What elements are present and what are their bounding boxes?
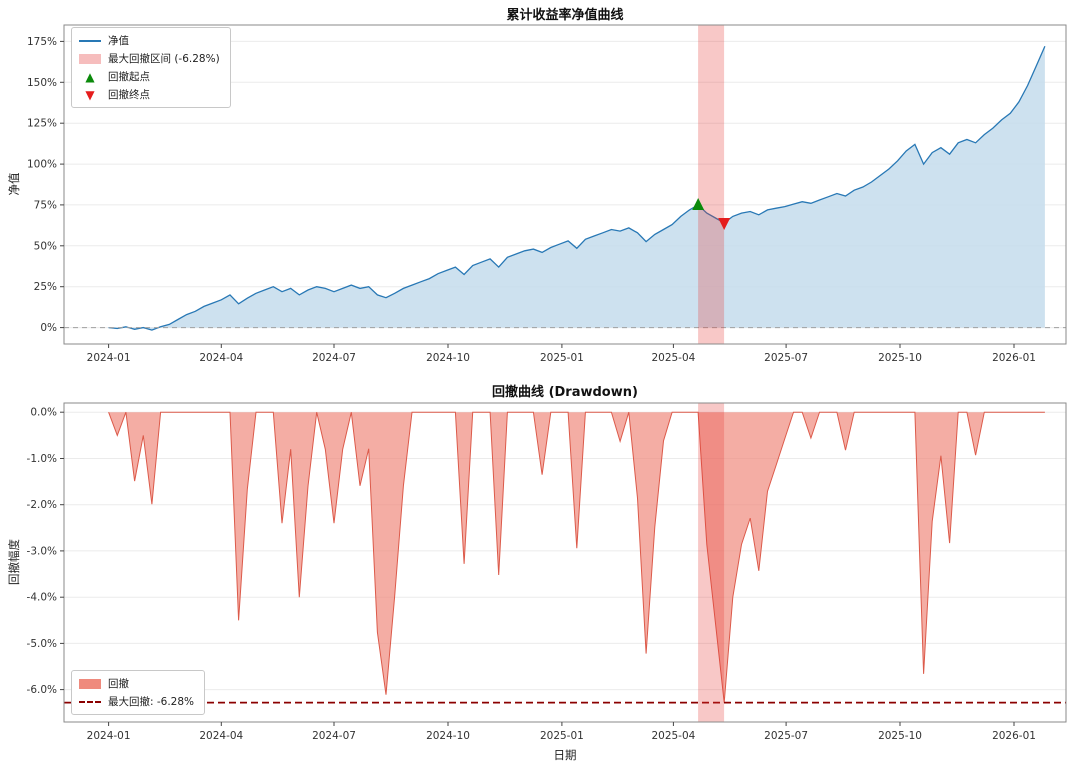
x-tick-label: 2025-07: [764, 352, 808, 364]
x-tick-label: 2024-07: [312, 730, 356, 742]
y-tick-label: 0%: [40, 322, 57, 334]
y-tick-label: 75%: [34, 199, 57, 211]
y-tick-label: -2.0%: [27, 499, 57, 511]
y-tick-label: 175%: [27, 36, 57, 48]
legend-label: 回撤: [108, 678, 129, 690]
max-drawdown-band: [698, 25, 725, 344]
legend-item: 最大回撤: -6.28%: [79, 694, 194, 709]
legend-triangle-down-glyph: ▼: [85, 87, 95, 102]
x-tick-label: 2024-07: [312, 352, 356, 364]
plot-frame: [63, 402, 1067, 723]
net-value-legend: 净值最大回撤区间 (-6.28%) ▲ 回撤起点 ▼ 回撤终点: [71, 27, 231, 108]
legend-item: 回撤: [79, 676, 194, 691]
y-tick-label: 0.0%: [30, 407, 57, 419]
net-value-plot-area: 0% 25% 50% 75% 100% 125% 150% 175% 2024-01 2024-0…: [27, 24, 1067, 364]
net-value-line: [108, 46, 1046, 331]
y-tick-label: 125%: [27, 118, 57, 130]
x-tick-label: 2024-10: [426, 730, 470, 742]
drawdown-start-marker: [692, 197, 705, 210]
net-value-y-axis-label: 净值: [7, 172, 21, 196]
x-tick-label: 2026-01: [992, 352, 1036, 364]
legend-patch-glyph: [79, 53, 101, 64]
legend-label: 回撤起点: [108, 71, 150, 83]
x-tick-label: 2024-01: [87, 730, 131, 742]
y-tick-label: -3.0%: [27, 545, 57, 557]
y-tick-label: 50%: [34, 240, 57, 252]
y-tick-label: 25%: [34, 281, 57, 293]
y-tick-label: -5.0%: [27, 638, 57, 650]
legend-triangle-up-glyph: ▲: [85, 69, 95, 84]
legend-item: ▼ 回撤终点: [79, 87, 220, 102]
legend-label: 净值: [108, 35, 129, 47]
x-tick-label: 2024-04: [199, 730, 243, 742]
plot-frame: [63, 24, 1067, 345]
x-tick-label: 2026-01: [992, 730, 1036, 742]
net-value-chart: 0% 25% 50% 75% 100% 125% 150% 175% 2024-01 2024-0…: [0, 0, 1080, 375]
x-tick-label: 2025-10: [878, 352, 922, 364]
legend-label: 最大回撤区间 (-6.28%): [108, 53, 220, 65]
x-tick-label: 2024-10: [426, 352, 470, 364]
drawdown-plot-area: 0.0% -1.0% -2.0% -3.0% -4.0% -5.0% -6.0% 2024-0…: [27, 402, 1067, 742]
y-tick-label: 150%: [27, 77, 57, 89]
legend-item: 最大回撤区间 (-6.28%): [79, 51, 220, 66]
net-value-area: [108, 46, 1045, 331]
legend-dashed-line-glyph: [79, 700, 101, 703]
x-tick-label: 2025-04: [651, 730, 695, 742]
x-tick-label: 2025-01: [540, 352, 584, 364]
drawdown-y-axis-label: 回撤幅度: [7, 539, 21, 585]
max-drawdown-band: [698, 403, 725, 722]
legend-line-glyph: [79, 39, 101, 42]
drawdown-area: [108, 412, 1045, 703]
drawdown-legend: 回撤最大回撤: -6.28%: [71, 670, 206, 715]
x-tick-label: 2024-04: [199, 352, 243, 364]
y-tick-label: -6.0%: [27, 684, 57, 696]
legend-item: 净值: [79, 33, 220, 48]
y-tick-label: -4.0%: [27, 592, 57, 604]
drawdown-end-marker: [718, 217, 731, 230]
legend-patch-glyph: [79, 678, 101, 689]
y-tick-label: -1.0%: [27, 453, 57, 465]
x-tick-label: 2025-10: [878, 730, 922, 742]
drawdown-chart: 0.0% -1.0% -2.0% -3.0% -4.0% -5.0% -6.0% 2024-0…: [0, 375, 1080, 768]
legend-label: 最大回撤: -6.28%: [108, 696, 195, 708]
x-tick-label: 2024-01: [87, 352, 131, 364]
drawdown-chart-title: 回撤曲线 (Drawdown): [492, 385, 638, 400]
x-tick-label: 2025-01: [540, 730, 584, 742]
drawdown-line: [108, 411, 1045, 703]
legend-item: ▲ 回撤起点: [79, 69, 220, 84]
legend-label: 回撤终点: [108, 89, 150, 101]
y-tick-label: 100%: [27, 159, 57, 171]
x-tick-label: 2025-07: [764, 730, 808, 742]
net-value-chart-title: 累计收益率净值曲线: [506, 8, 624, 23]
x-axis-label: 日期: [553, 748, 577, 762]
x-tick-label: 2025-04: [651, 352, 695, 364]
